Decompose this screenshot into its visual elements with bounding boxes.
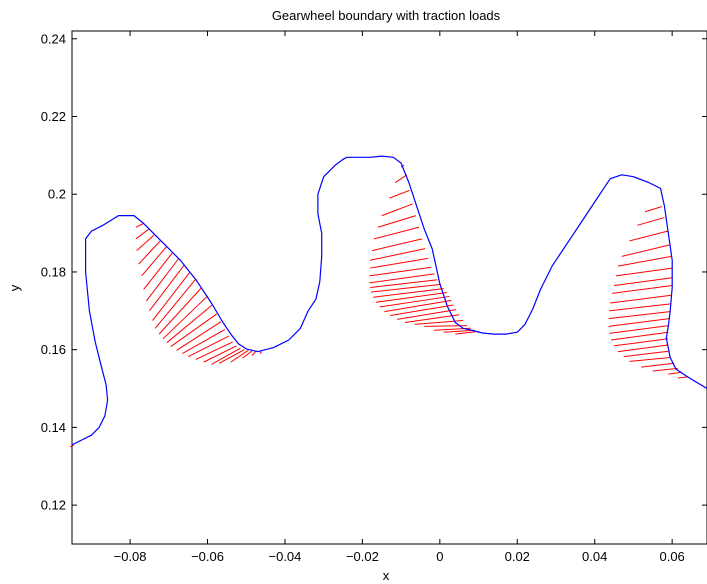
- traction-load-vector: [155, 279, 196, 328]
- traction-load-vector: [142, 247, 167, 276]
- traction-load-vector: [614, 339, 668, 346]
- traction-load-vector: [374, 227, 419, 239]
- x-tick-label: −0.02: [346, 549, 379, 564]
- y-axis-label: y: [7, 284, 22, 291]
- traction-load-vector: [137, 235, 154, 251]
- traction-load-vector: [610, 295, 671, 303]
- traction-load-vector: [455, 331, 478, 334]
- x-tick-label: 0.04: [582, 549, 607, 564]
- y-tick-label: 0.2: [48, 187, 66, 202]
- traction-load-vector: [378, 216, 416, 228]
- traction-load-vector: [618, 256, 671, 266]
- traction-load-vector: [622, 245, 670, 257]
- x-tick-label: −0.06: [191, 549, 224, 564]
- traction-load-vector: [163, 296, 208, 339]
- traction-load-vector: [167, 305, 212, 343]
- traction-load-vector: [376, 293, 447, 303]
- x-axis: −0.08 −0.06 −0.04 −0.02 0 0.02 0.04 0.06: [114, 31, 685, 564]
- x-tick-label: 0: [436, 549, 443, 564]
- traction-load-vector: [260, 352, 262, 354]
- traction-load-vector: [618, 345, 668, 352]
- y-tick-label: 0.18: [41, 264, 66, 279]
- traction-load-vector: [171, 314, 217, 347]
- traction-load-vector: [390, 305, 453, 315]
- y-tick-label: 0.16: [41, 342, 66, 357]
- traction-load-vector: [645, 207, 662, 212]
- traction-load-vector: [242, 351, 252, 358]
- traction-load-vector: [668, 372, 682, 374]
- traction-load-vector: [373, 289, 443, 298]
- traction-load-vector: [444, 330, 475, 332]
- y-tick-label: 0.22: [41, 109, 66, 124]
- traction-load-vector: [372, 239, 422, 251]
- traction-load-vector: [397, 310, 456, 320]
- traction-load-vector: [678, 377, 688, 378]
- traction-load-vector: [153, 272, 191, 321]
- x-axis-label: x: [383, 568, 390, 583]
- traction-load-vector: [390, 190, 410, 198]
- traction-load-vector: [641, 363, 674, 367]
- traction-load-vector: [614, 278, 672, 286]
- traction-load-vector: [653, 368, 678, 371]
- traction-load-vector: [609, 326, 668, 334]
- traction-load-vector: [370, 249, 425, 261]
- traction-load-vector: [159, 288, 202, 335]
- traction-load-vector: [149, 265, 184, 311]
- traction-loads: [70, 165, 688, 447]
- y-tick-label: 0.24: [41, 31, 66, 46]
- traction-load-vector: [136, 229, 149, 239]
- traction-load-vector: [139, 241, 161, 264]
- traction-load-vector: [395, 175, 407, 183]
- y-axis: 0.12 0.14 0.16 0.18 0.2 0.22 0.24: [41, 31, 707, 512]
- traction-load-vector: [612, 286, 672, 294]
- traction-load-vector: [252, 351, 256, 355]
- traction-load-vector: [371, 284, 441, 292]
- traction-load-vector: [382, 204, 413, 216]
- traction-load-vector: [630, 231, 668, 241]
- traction-load-vector: [369, 267, 431, 276]
- traction-load-vector: [611, 332, 668, 340]
- x-tick-label: 0.02: [505, 549, 530, 564]
- traction-load-vector: [616, 268, 672, 276]
- traction-load-vector: [384, 300, 451, 311]
- y-tick-label: 0.12: [41, 498, 66, 513]
- traction-load-vector: [637, 218, 664, 226]
- x-tick-label: −0.08: [114, 549, 147, 564]
- traction-load-vector: [177, 322, 222, 351]
- traction-load-vector: [609, 312, 670, 319]
- x-tick-label: −0.04: [269, 549, 302, 564]
- y-tick-label: 0.14: [41, 420, 66, 435]
- traction-load-vector: [380, 296, 450, 306]
- x-tick-label: 0.06: [659, 549, 684, 564]
- traction-load-vector: [624, 351, 669, 356]
- chart-title: Gearwheel boundary with traction loads: [272, 8, 501, 23]
- traction-load-vector: [144, 253, 173, 290]
- traction-load-vector: [630, 357, 671, 361]
- traction-load-vector: [609, 304, 670, 311]
- traction-load-vector: [136, 223, 144, 227]
- traction-load-vector: [370, 258, 428, 268]
- traction-load-vector: [609, 319, 669, 327]
